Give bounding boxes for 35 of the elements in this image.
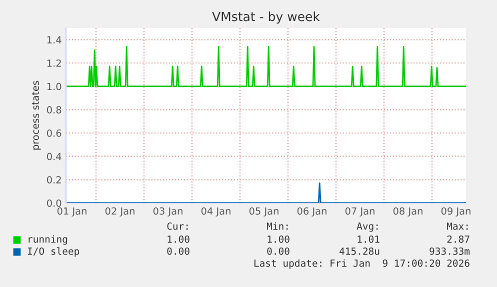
y-axis-title: process states <box>32 80 41 150</box>
x-tick-label: 05 Jan <box>249 207 278 216</box>
line-series <box>66 46 466 88</box>
x-tick-label: 02 Jan <box>105 207 134 216</box>
legend-label: I/O sleep <box>28 247 80 257</box>
text: 415.28u <box>340 247 380 255</box>
y-tick-label: 1.4 <box>47 36 62 44</box>
y-tick-label: 0.6 <box>47 129 62 137</box>
text: 0.00 <box>167 247 190 255</box>
text: 1.01 <box>358 235 380 243</box>
y-tick-label: 0.2 <box>47 176 61 184</box>
text: 0.00 <box>267 247 290 255</box>
x-tick-label: 08 Jan <box>393 207 422 216</box>
x-tick-label: 01 Jan <box>57 207 86 216</box>
x-tick-label: 03 Jan <box>153 207 182 216</box>
text: Avg: <box>356 222 378 232</box>
x-tick-label: 09 Jan <box>441 207 470 216</box>
text: 1.00 <box>268 235 290 243</box>
text: Max: <box>446 222 468 230</box>
text: 933.33m <box>430 247 470 255</box>
text: 2.87 <box>447 235 470 243</box>
x-tick-label: 04 Jan <box>201 207 230 216</box>
y-tick-label: 0.4 <box>47 152 62 160</box>
x-tick-label: 07 Jan <box>345 207 374 216</box>
chart-title: VMstat - by week <box>212 12 320 24</box>
text: Min: <box>266 222 288 230</box>
x-tick-label: 06 Jan <box>297 207 326 216</box>
text: Last update: Fri Jan 9 17:00:20 2026 <box>254 259 470 269</box>
legend-label: running <box>28 235 68 245</box>
text: Cur: <box>167 222 188 230</box>
text: 1.00 <box>168 235 190 243</box>
y-tick-label: 0.8 <box>47 106 62 114</box>
y-tick-label: 0.0 <box>47 199 62 207</box>
y-tick-label: 1.0 <box>47 82 62 90</box>
y-tick-label: 1.2 <box>47 59 61 67</box>
